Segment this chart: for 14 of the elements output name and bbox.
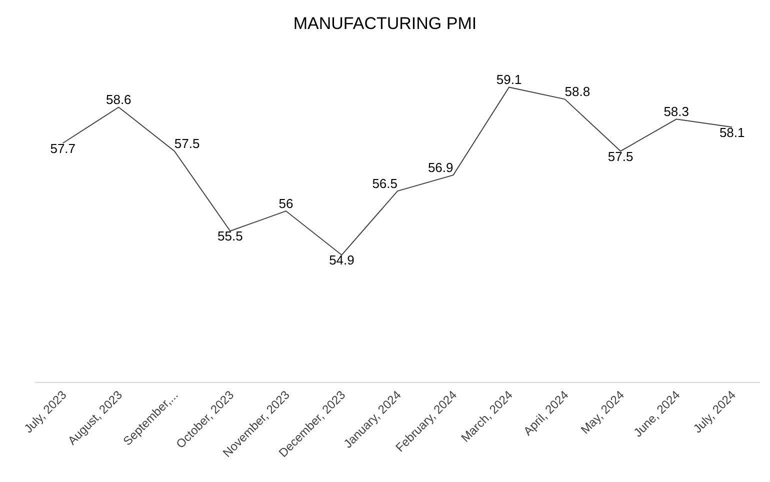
data-label: 56.9 — [428, 160, 454, 175]
data-label: 59.1 — [496, 72, 522, 87]
chart-title: MANUFACTURING PMI — [293, 14, 477, 33]
data-label: 58.8 — [564, 84, 590, 99]
data-label: 57.7 — [50, 140, 76, 156]
data-label: 57.5 — [174, 136, 200, 151]
data-label: 58.3 — [664, 104, 690, 119]
data-label: 57.5 — [608, 148, 634, 164]
data-label: 56 — [278, 196, 294, 211]
data-label: 56.5 — [372, 176, 398, 191]
data-label: 55.5 — [218, 228, 243, 244]
data-label: 54.9 — [329, 252, 354, 268]
data-label: 58.6 — [106, 92, 132, 107]
data-label: 58.1 — [719, 124, 745, 140]
